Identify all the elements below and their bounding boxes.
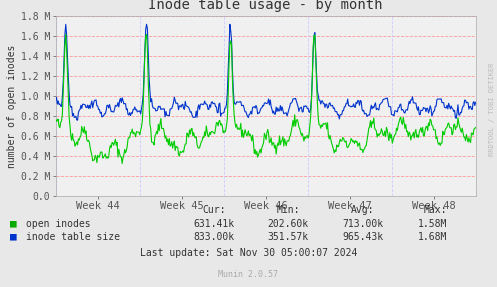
Title: Inode table usage - by month: Inode table usage - by month <box>149 0 383 12</box>
Text: Munin 2.0.57: Munin 2.0.57 <box>219 269 278 279</box>
Text: 631.41k: 631.41k <box>193 219 234 229</box>
Text: Avg:: Avg: <box>351 205 375 215</box>
Text: inode table size: inode table size <box>26 232 120 242</box>
Text: ■: ■ <box>10 219 17 229</box>
Y-axis label: number of open inodes: number of open inodes <box>6 44 16 168</box>
Text: Cur:: Cur: <box>202 205 226 215</box>
Text: 713.00k: 713.00k <box>342 219 383 229</box>
Text: 202.60k: 202.60k <box>268 219 309 229</box>
Text: Last update: Sat Nov 30 05:00:07 2024: Last update: Sat Nov 30 05:00:07 2024 <box>140 248 357 257</box>
Text: ■: ■ <box>10 232 17 242</box>
Text: 1.58M: 1.58M <box>418 219 447 229</box>
Text: 351.57k: 351.57k <box>268 232 309 242</box>
Text: Min:: Min: <box>276 205 300 215</box>
Text: 833.00k: 833.00k <box>193 232 234 242</box>
Text: open inodes: open inodes <box>26 219 90 229</box>
Text: Max:: Max: <box>424 205 447 215</box>
Text: 1.68M: 1.68M <box>418 232 447 242</box>
Text: RRDTOOL / TOBI OETIKER: RRDTOOL / TOBI OETIKER <box>489 62 495 156</box>
Text: 965.43k: 965.43k <box>342 232 383 242</box>
